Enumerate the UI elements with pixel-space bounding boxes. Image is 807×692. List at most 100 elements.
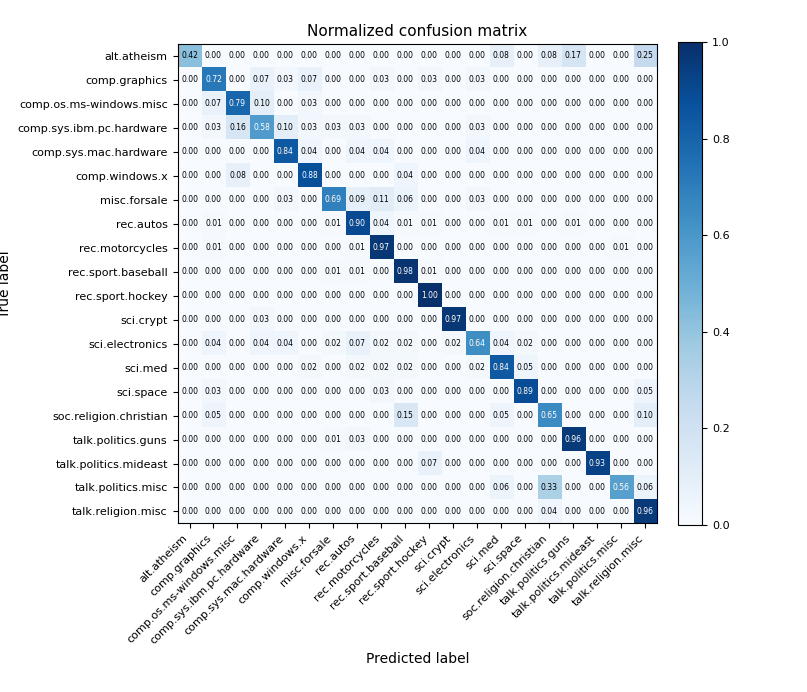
Text: 0.00: 0.00 [492, 172, 510, 181]
Text: 0.00: 0.00 [445, 100, 462, 109]
Text: 0.00: 0.00 [420, 435, 437, 444]
Text: 0.00: 0.00 [301, 51, 318, 60]
Text: 0.01: 0.01 [205, 244, 222, 253]
Text: 0.00: 0.00 [397, 100, 414, 109]
Text: 0.01: 0.01 [325, 219, 342, 228]
Text: 0.00: 0.00 [445, 459, 462, 468]
Text: 0.00: 0.00 [277, 483, 294, 492]
Text: 0.05: 0.05 [637, 387, 654, 396]
Text: 0.03: 0.03 [469, 195, 486, 204]
Text: 0.00: 0.00 [325, 147, 342, 156]
Text: 0.00: 0.00 [613, 315, 629, 324]
Text: 0.00: 0.00 [301, 291, 318, 300]
Text: 0.00: 0.00 [349, 51, 366, 60]
Text: 0.00: 0.00 [181, 483, 198, 492]
Text: 0.00: 0.00 [492, 123, 510, 132]
Text: 0.00: 0.00 [397, 123, 414, 132]
Text: 0.00: 0.00 [253, 291, 270, 300]
Text: 0.00: 0.00 [492, 147, 510, 156]
Text: 0.00: 0.00 [541, 195, 558, 204]
Text: 0.08: 0.08 [493, 51, 509, 60]
Text: 0.03: 0.03 [373, 387, 390, 396]
Text: 0.00: 0.00 [516, 459, 533, 468]
Text: 0.02: 0.02 [301, 363, 318, 372]
Text: 0.00: 0.00 [181, 507, 198, 516]
Text: 0.07: 0.07 [349, 339, 366, 348]
Text: 0.00: 0.00 [277, 315, 294, 324]
Text: 0.00: 0.00 [588, 195, 605, 204]
Text: 0.00: 0.00 [205, 483, 222, 492]
Text: 0.00: 0.00 [420, 172, 437, 181]
Text: 0.00: 0.00 [516, 267, 533, 276]
Text: 0.04: 0.04 [301, 147, 318, 156]
Text: 0.00: 0.00 [325, 51, 342, 60]
Text: 0.03: 0.03 [301, 123, 318, 132]
Text: 0.00: 0.00 [613, 219, 629, 228]
Text: 0.16: 0.16 [229, 123, 246, 132]
Text: 0.00: 0.00 [325, 244, 342, 253]
Text: 0.00: 0.00 [349, 172, 366, 181]
Text: 0.00: 0.00 [588, 315, 605, 324]
Text: 0.00: 0.00 [516, 244, 533, 253]
Text: 0.00: 0.00 [253, 411, 270, 420]
Text: 0.00: 0.00 [325, 459, 342, 468]
Text: 0.00: 0.00 [229, 244, 246, 253]
Text: 0.00: 0.00 [588, 51, 605, 60]
Text: 0.00: 0.00 [373, 315, 390, 324]
Text: 0.15: 0.15 [397, 411, 414, 420]
Text: 0.00: 0.00 [181, 267, 198, 276]
Text: 0.00: 0.00 [637, 219, 654, 228]
Text: 0.03: 0.03 [373, 75, 390, 84]
Text: 0.00: 0.00 [397, 147, 414, 156]
Text: 0.10: 0.10 [277, 123, 294, 132]
Text: 0.02: 0.02 [445, 339, 462, 348]
Text: 0.00: 0.00 [541, 172, 558, 181]
Text: 0.00: 0.00 [565, 387, 582, 396]
Text: 0.42: 0.42 [181, 51, 198, 60]
Text: 0.65: 0.65 [541, 411, 558, 420]
Text: 0.00: 0.00 [205, 195, 222, 204]
Text: 0.00: 0.00 [205, 435, 222, 444]
Text: 0.00: 0.00 [565, 363, 582, 372]
Text: 0.00: 0.00 [205, 147, 222, 156]
Text: 0.00: 0.00 [277, 100, 294, 109]
Text: 0.00: 0.00 [445, 244, 462, 253]
Text: 0.00: 0.00 [277, 291, 294, 300]
Text: 0.03: 0.03 [420, 75, 437, 84]
Text: 0.00: 0.00 [325, 483, 342, 492]
Text: 0.02: 0.02 [373, 339, 390, 348]
Text: 0.00: 0.00 [349, 387, 366, 396]
Text: 0.04: 0.04 [349, 147, 366, 156]
Text: 0.00: 0.00 [565, 291, 582, 300]
Text: 0.00: 0.00 [565, 267, 582, 276]
Text: 0.03: 0.03 [469, 75, 486, 84]
Text: 0.00: 0.00 [181, 315, 198, 324]
Text: 0.01: 0.01 [349, 267, 366, 276]
Text: 0.00: 0.00 [325, 411, 342, 420]
Text: 0.00: 0.00 [420, 315, 437, 324]
Text: 0.00: 0.00 [565, 172, 582, 181]
Text: 0.02: 0.02 [373, 363, 390, 372]
Text: 0.00: 0.00 [613, 459, 629, 468]
Text: 0.00: 0.00 [492, 459, 510, 468]
Text: 0.00: 0.00 [349, 507, 366, 516]
Text: 0.00: 0.00 [253, 435, 270, 444]
Text: 0.00: 0.00 [301, 244, 318, 253]
Text: 0.00: 0.00 [516, 100, 533, 109]
Text: 0.00: 0.00 [613, 75, 629, 84]
Text: 0.00: 0.00 [637, 363, 654, 372]
Text: 0.00: 0.00 [588, 363, 605, 372]
Text: 0.00: 0.00 [637, 172, 654, 181]
Y-axis label: True label: True label [0, 250, 12, 318]
Text: 0.00: 0.00 [613, 267, 629, 276]
Text: 0.00: 0.00 [637, 459, 654, 468]
Text: 0.02: 0.02 [397, 363, 414, 372]
Text: 0.03: 0.03 [349, 435, 366, 444]
Text: 0.00: 0.00 [301, 435, 318, 444]
Text: 0.00: 0.00 [373, 435, 390, 444]
Text: 0.00: 0.00 [420, 411, 437, 420]
Text: 0.03: 0.03 [277, 75, 294, 84]
Text: 0.00: 0.00 [301, 219, 318, 228]
Text: 0.01: 0.01 [420, 219, 437, 228]
Text: 0.00: 0.00 [253, 483, 270, 492]
